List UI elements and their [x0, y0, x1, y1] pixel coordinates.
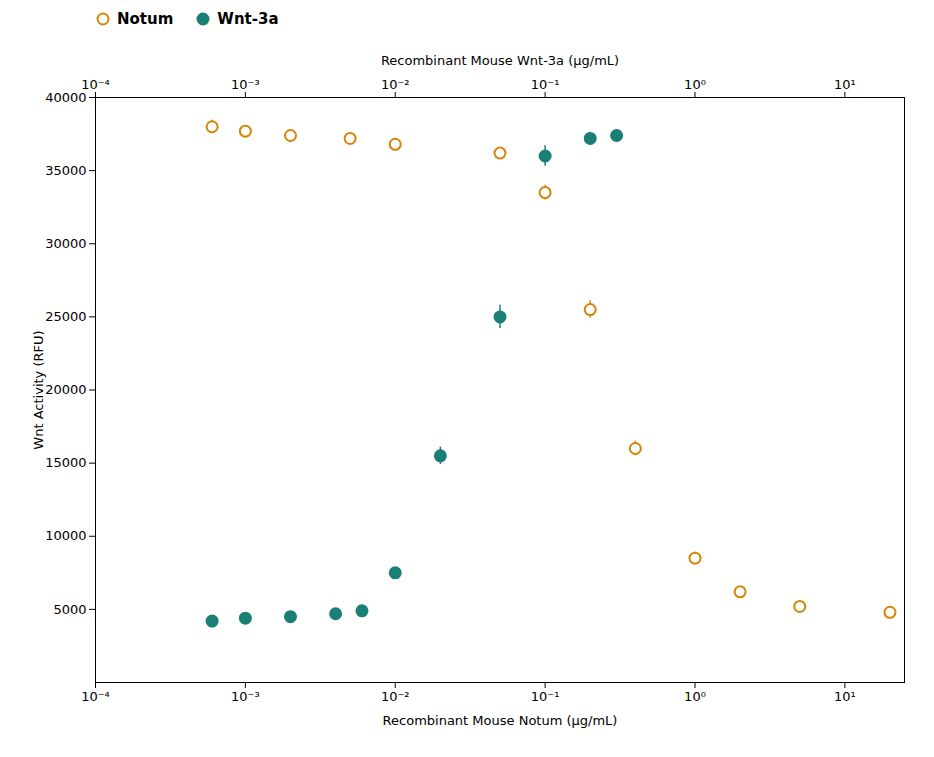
html-text:Wnt-3a: Wnt-3a [217, 10, 279, 28]
svg-text:10000: 10000 [45, 528, 86, 543]
svg-text:10⁻²: 10⁻² [381, 77, 410, 92]
svg-text:10⁻³: 10⁻³ [231, 77, 260, 92]
svg-text:Wnt Activity (RFU): Wnt Activity (RFU) [31, 330, 46, 449]
svg-text:15000: 15000 [45, 455, 86, 470]
svg-text:10¹: 10¹ [834, 689, 856, 704]
svg-text:10¹: 10¹ [834, 77, 856, 92]
svg-text:10⁰: 10⁰ [684, 689, 706, 704]
svg-text:Recombinant Mouse Notum (μg/mL: Recombinant Mouse Notum (μg/mL) [383, 713, 618, 728]
svg-text:40000: 40000 [45, 90, 86, 105]
svg-text:25000: 25000 [45, 309, 86, 324]
svg-text:10⁻³: 10⁻³ [231, 689, 260, 704]
svg-text:10⁻⁴: 10⁻⁴ [81, 77, 110, 92]
svg-text:5000: 5000 [53, 602, 86, 617]
svg-text:10⁻¹: 10⁻¹ [531, 689, 560, 704]
svg-text:10⁰: 10⁰ [684, 77, 706, 92]
svg-text:10⁻¹: 10⁻¹ [531, 77, 560, 92]
html-text:Notum: Notum [117, 10, 174, 28]
svg-text:10⁻²: 10⁻² [381, 689, 410, 704]
svg-text:10⁻⁴: 10⁻⁴ [81, 689, 110, 704]
svg-text:20000: 20000 [45, 382, 86, 397]
svg-text:Recombinant Mouse Wnt-3a (μg/m: Recombinant Mouse Wnt-3a (μg/mL) [381, 53, 619, 68]
svg-text:30000: 30000 [45, 236, 86, 251]
svg-text:35000: 35000 [45, 163, 86, 178]
